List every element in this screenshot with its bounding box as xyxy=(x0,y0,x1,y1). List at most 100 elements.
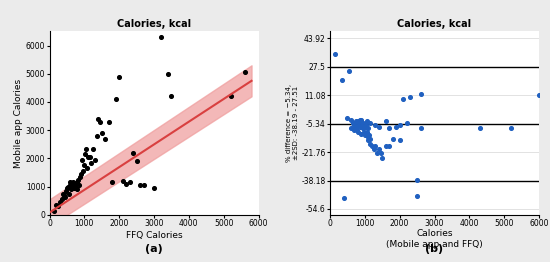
Point xyxy=(475,126,484,130)
Point xyxy=(92,134,101,138)
Point xyxy=(122,182,130,186)
Point xyxy=(101,137,109,141)
Point xyxy=(69,180,78,184)
Point xyxy=(371,144,380,148)
Point xyxy=(81,146,90,151)
Point xyxy=(359,124,368,129)
Point xyxy=(360,130,368,134)
Point xyxy=(132,159,141,163)
Point xyxy=(63,184,72,189)
Point xyxy=(351,119,360,123)
Title: Calories, kcal: Calories, kcal xyxy=(398,19,471,29)
Point xyxy=(240,70,249,74)
Point xyxy=(369,147,378,151)
Point xyxy=(97,131,106,135)
Point xyxy=(66,180,75,184)
Point xyxy=(355,123,364,127)
Point xyxy=(78,158,86,162)
Point xyxy=(81,152,90,156)
Point xyxy=(346,118,355,122)
Point xyxy=(375,124,383,129)
Point xyxy=(381,119,390,123)
Point xyxy=(355,124,364,129)
Point xyxy=(350,126,359,130)
Point xyxy=(62,189,70,193)
Text: (a): (a) xyxy=(145,243,163,254)
Point xyxy=(362,124,371,129)
Point xyxy=(350,123,359,127)
Point xyxy=(507,126,515,130)
Point xyxy=(338,78,346,82)
Point xyxy=(136,183,145,187)
Point xyxy=(381,144,390,148)
Point xyxy=(535,93,543,97)
Point xyxy=(348,121,357,125)
Point xyxy=(354,130,362,134)
Point xyxy=(363,126,372,130)
X-axis label: FFQ Calories: FFQ Calories xyxy=(126,231,182,240)
Point xyxy=(108,180,117,184)
Point xyxy=(96,120,104,124)
Point xyxy=(352,124,361,129)
Point xyxy=(69,186,78,190)
Point xyxy=(360,133,369,137)
Point xyxy=(63,186,72,190)
Point xyxy=(50,209,58,213)
Point xyxy=(79,169,87,173)
Point xyxy=(343,116,352,120)
Point xyxy=(52,203,61,207)
Point xyxy=(72,186,80,190)
Point xyxy=(362,130,371,134)
Text: (b): (b) xyxy=(426,243,443,254)
Point xyxy=(351,123,360,127)
Point xyxy=(60,194,69,199)
Point xyxy=(373,150,382,155)
Point xyxy=(72,187,81,192)
Point xyxy=(416,92,425,96)
Point xyxy=(157,35,166,39)
Y-axis label: % difference = −5.34,
±2SD: -38.19 - 27.51: % difference = −5.34, ±2SD: -38.19 - 27.… xyxy=(285,84,299,162)
Point xyxy=(163,72,172,76)
Point xyxy=(364,133,373,137)
Point xyxy=(118,179,127,183)
Point xyxy=(331,52,340,56)
Point xyxy=(345,69,354,73)
Point xyxy=(395,138,404,143)
Point xyxy=(167,94,176,99)
Point xyxy=(360,121,369,125)
Point xyxy=(104,120,113,124)
Point xyxy=(378,156,387,160)
Point xyxy=(371,123,380,127)
Point xyxy=(85,155,94,159)
Point xyxy=(412,194,421,198)
Point xyxy=(76,175,85,179)
Point xyxy=(364,135,373,139)
Point xyxy=(125,180,134,184)
Point xyxy=(80,163,89,168)
Title: Calories, kcal: Calories, kcal xyxy=(117,19,191,29)
Point xyxy=(354,119,362,123)
Point xyxy=(75,183,84,187)
Point xyxy=(339,195,348,200)
Point xyxy=(360,124,369,129)
X-axis label: Calories
(Mobile app and FFQ): Calories (Mobile app and FFQ) xyxy=(386,230,483,249)
Point xyxy=(76,172,85,176)
Point xyxy=(354,121,363,125)
Point xyxy=(139,183,148,187)
Point xyxy=(357,118,366,122)
Point xyxy=(399,97,408,101)
Point xyxy=(82,166,91,170)
Point xyxy=(60,193,69,197)
Point xyxy=(359,126,367,130)
Point xyxy=(89,146,97,151)
Point xyxy=(406,95,415,99)
Point xyxy=(355,118,364,122)
Point xyxy=(353,128,361,132)
Point xyxy=(68,183,76,187)
Point xyxy=(129,151,138,155)
Point xyxy=(65,183,74,187)
Point xyxy=(375,147,383,151)
Point xyxy=(367,144,376,148)
Point xyxy=(70,183,79,187)
Point xyxy=(94,117,103,121)
